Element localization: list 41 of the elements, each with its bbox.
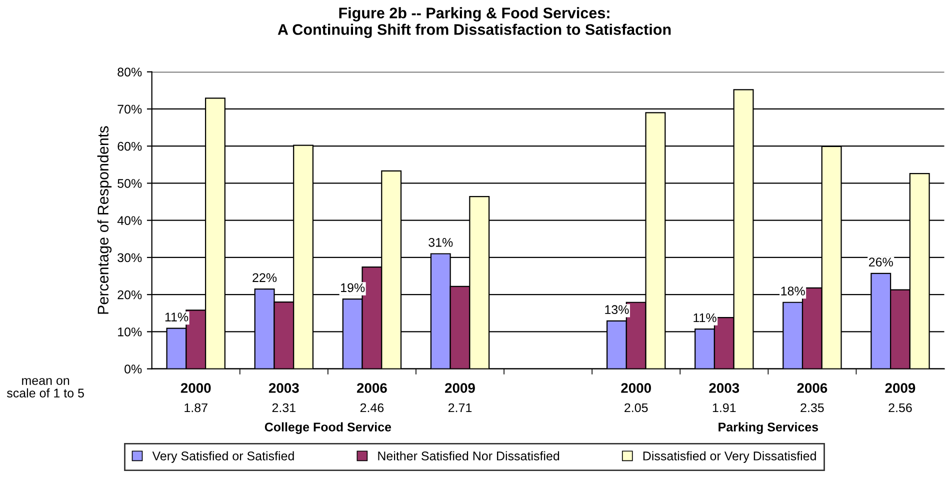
x-tick-label: 2006: [356, 383, 387, 393]
legend-label: Very Satisfied or Satisfied: [152, 451, 294, 463]
y-tick-label: 40%: [117, 216, 142, 225]
y-tick-label: 60%: [118, 142, 142, 151]
text: mean on scale of 1 to 5: [6, 378, 84, 398]
y-tick-label: 50%: [118, 179, 142, 188]
x-tick-label: 2009: [445, 383, 475, 393]
x-tick-label: 2009: [885, 383, 916, 393]
x-tick-label: 2000: [621, 383, 651, 393]
y-tick-label: 30%: [118, 253, 142, 262]
data-label: 11%: [165, 312, 188, 322]
data-label: 13%: [605, 305, 629, 314]
legend-label: Dissatisfied or Very Dissatisfied: [643, 451, 816, 463]
data-label: 18%: [781, 286, 805, 296]
text: 2.56: [888, 403, 912, 412]
text: 2.46: [360, 403, 384, 412]
x-tick-label: 2006: [797, 383, 828, 393]
chart-title: Figure 2b -- Parking & Food Services: A Continuing Shift from Dissatisfaction to Satisfaction: [278, 7, 671, 38]
data-label: 19%: [341, 283, 365, 292]
text: Parking Services: [718, 422, 818, 434]
text: 2.35: [800, 403, 824, 412]
text: 2.05: [624, 403, 648, 412]
x-tick-label: 2003: [709, 383, 740, 393]
y-axis-title: Percentage of Respondents: [97, 126, 112, 314]
y-tick-label: 70%: [118, 104, 142, 114]
y-tick-label: 80%: [118, 68, 142, 76]
data-label: 26%: [868, 258, 893, 266]
y-tick-label: 0%: [124, 364, 142, 374]
text: 2.31: [272, 403, 296, 412]
x-tick-label: 2000: [180, 383, 211, 393]
text: 2.71: [448, 403, 472, 412]
text: College Food Service: [264, 422, 392, 434]
data-label: 31%: [428, 238, 453, 247]
text: 1.87: [184, 403, 208, 412]
legend-label: Neither Satisfied Nor Dissatisfied: [378, 451, 560, 460]
data-label: 22%: [252, 273, 277, 282]
y-tick-label: 20%: [118, 290, 142, 300]
data-label: 11%: [694, 313, 716, 322]
y-tick-label: 10%: [118, 328, 142, 336]
text: 1.91: [712, 403, 736, 412]
x-tick-label: 2003: [268, 383, 299, 393]
